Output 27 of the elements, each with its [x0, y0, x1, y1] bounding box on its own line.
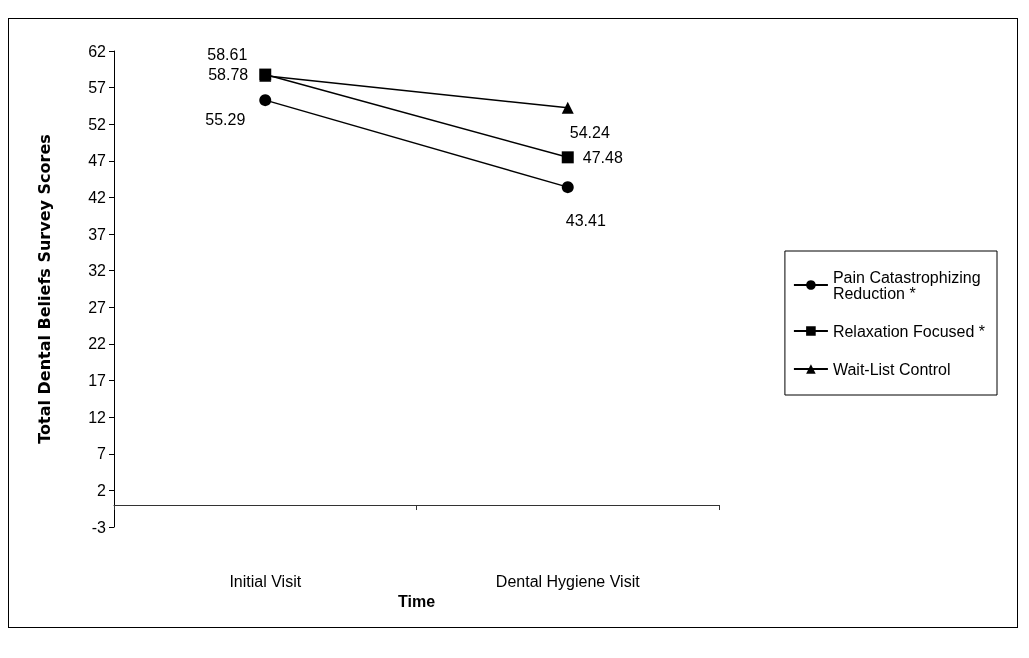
x-tick-label: Initial Visit — [229, 572, 302, 590]
y-tick-label: 27 — [88, 298, 107, 316]
y-tick-label: 12 — [88, 408, 107, 426]
y-tick-label: 52 — [88, 115, 107, 133]
legend-label: Relaxation Focused * — [832, 322, 986, 340]
data-label: 58.61 — [207, 46, 248, 64]
data-label: 55.29 — [205, 110, 246, 128]
y-tick-label: 22 — [88, 335, 107, 353]
legend-label: Pain Catastrophizing Reduction * — [832, 268, 986, 302]
y-tick-label: 37 — [88, 225, 107, 243]
y-tick-label: 62 — [88, 42, 107, 60]
y-tick-label: 2 — [97, 481, 107, 499]
data-label: 58.78 — [208, 66, 249, 84]
y-tick-label: 7 — [97, 445, 107, 463]
y-tick-label: 47 — [88, 152, 107, 170]
y-tick-label: 32 — [88, 262, 107, 280]
legend-label: Wait-List Control — [832, 360, 951, 378]
data-label: 47.48 — [582, 148, 623, 166]
data-label: 54.24 — [569, 124, 610, 142]
x-tick-label: Dental Hygiene Visit — [495, 572, 641, 590]
x-axis-title: Time — [397, 593, 436, 611]
y-tick-label: -3 — [91, 518, 107, 536]
data-label: 43.41 — [565, 211, 606, 229]
y-tick-label: 17 — [88, 372, 107, 390]
y-tick-label: 57 — [88, 79, 107, 97]
y-axis-title: Total Dental Beliefs Survey Scores — [34, 134, 54, 444]
y-tick-label: 42 — [88, 188, 107, 206]
